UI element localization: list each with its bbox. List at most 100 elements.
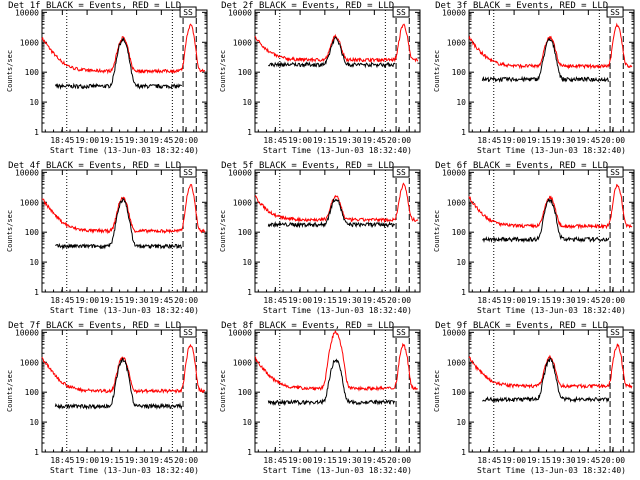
y-axis-label: Counts/sec	[219, 370, 227, 412]
y-tick-label: 1000	[20, 198, 39, 207]
y-tick-label: 10	[456, 418, 466, 427]
detector-panel-8: Det 8f BLACK = Events, RED = LLD 1 10 100 10…	[219, 321, 421, 475]
y-tick-label: 1000	[233, 198, 252, 207]
x-tick-label: 20:00	[174, 456, 198, 465]
events-series-line	[54, 357, 183, 411]
y-tick-label: 10	[456, 98, 466, 107]
y-tick-label: 10	[29, 418, 39, 427]
x-tick-label: 19:30	[551, 136, 575, 145]
ss-marker-label: SS	[610, 8, 620, 17]
ss-marker-label: SS	[397, 8, 407, 17]
y-tick-label: 1	[34, 128, 39, 137]
y-tick-label: 10	[456, 258, 466, 267]
panel-title: Det 8f BLACK = Events, RED = LLD	[221, 321, 394, 331]
panel-title: Det 1f BLACK = Events, RED = LLD	[8, 1, 181, 11]
panel-title: Det 3f BLACK = Events, RED = LLD	[435, 1, 608, 11]
y-tick-label: 100	[25, 68, 40, 77]
y-tick-label: 10000	[15, 168, 39, 177]
x-tick-label: 19:45	[576, 456, 600, 465]
y-tick-label: 10	[243, 98, 253, 107]
x-axis-label: Start Time (13-Jun-03 18:32:40)	[263, 306, 412, 315]
x-tick-label: 19:15	[526, 136, 550, 145]
x-axis-label: Start Time (13-Jun-03 18:32:40)	[263, 146, 412, 155]
x-tick-label: 19:30	[551, 456, 575, 465]
detector-panel-3: Det 3f BLACK = Events, RED = LLD 1 10 100 10…	[433, 1, 635, 155]
x-tick-label: 18:45	[477, 296, 501, 305]
y-tick-label: 100	[238, 228, 253, 237]
x-axis-label: Start Time (13-Jun-03 18:32:40)	[50, 146, 199, 155]
x-tick-label: 19:00	[502, 136, 526, 145]
lld-series-line	[254, 330, 419, 392]
x-tick-label: 19:45	[149, 296, 173, 305]
x-tick-label: 19:15	[526, 296, 550, 305]
events-series-line	[481, 198, 609, 244]
y-tick-label: 100	[238, 68, 253, 77]
plot-frame	[254, 9, 421, 133]
y-tick-label: 1	[248, 288, 253, 297]
y-tick-label: 1	[248, 128, 253, 137]
y-tick-label: 1000	[446, 358, 465, 367]
detector-panel-5: Det 5f BLACK = Events, RED = LLD 1 10 100 10…	[219, 161, 421, 315]
x-axis-label: Start Time (13-Jun-03 18:32:40)	[477, 146, 626, 155]
ss-marker-label: SS	[610, 168, 620, 177]
y-tick-label: 10	[29, 98, 39, 107]
y-tick-label: 100	[238, 388, 253, 397]
x-tick-label: 19:15	[313, 296, 337, 305]
y-axis-label: Counts/sec	[6, 370, 14, 412]
ss-marker-box	[179, 166, 197, 178]
x-tick-label: 19:00	[288, 456, 312, 465]
x-axis-label: Start Time (13-Jun-03 18:32:40)	[50, 466, 199, 475]
x-tick-label: 18:45	[50, 296, 74, 305]
x-tick-label: 19:30	[338, 456, 362, 465]
ss-marker-label: SS	[183, 328, 193, 337]
ss-marker-label: SS	[610, 328, 620, 337]
x-tick-label: 20:00	[174, 296, 198, 305]
y-tick-label: 1	[461, 288, 466, 297]
panel-title: Det 9f BLACK = Events, RED = LLD	[435, 321, 608, 331]
x-tick-label: 18:45	[477, 136, 501, 145]
x-tick-label: 19:45	[363, 456, 387, 465]
detector-panel-6: Det 6f BLACK = Events, RED = LLD 1 10 100 10…	[433, 161, 635, 315]
ss-marker-label: SS	[183, 168, 193, 177]
x-tick-label: 19:30	[125, 136, 149, 145]
x-tick-label: 18:45	[264, 136, 288, 145]
y-tick-label: 1000	[233, 358, 252, 367]
x-tick-label: 19:00	[75, 296, 99, 305]
events-series-line	[55, 197, 183, 251]
y-tick-label: 1000	[446, 38, 465, 47]
y-tick-label: 10	[243, 418, 253, 427]
x-tick-label: 19:15	[526, 456, 550, 465]
x-tick-label: 18:45	[50, 456, 74, 465]
x-axis-label: Start Time (13-Jun-03 18:32:40)	[477, 306, 626, 315]
ss-marker-label: SS	[397, 168, 407, 177]
y-tick-label: 1	[248, 448, 253, 457]
events-series-line	[268, 36, 396, 69]
y-tick-label: 10000	[228, 328, 252, 337]
x-tick-label: 19:15	[313, 136, 337, 145]
x-tick-label: 19:00	[288, 296, 312, 305]
x-tick-label: 20:00	[601, 136, 625, 145]
y-tick-label: 10000	[15, 328, 39, 337]
x-tick-label: 19:15	[100, 296, 124, 305]
y-axis-label: Counts/sec	[433, 370, 441, 412]
x-tick-label: 19:45	[363, 136, 387, 145]
events-series-line	[268, 198, 396, 229]
x-tick-label: 19:45	[149, 456, 173, 465]
ss-marker-box	[392, 6, 410, 18]
y-tick-label: 1000	[20, 38, 39, 47]
plot-frame	[254, 329, 421, 453]
ss-marker-box	[392, 326, 410, 338]
x-tick-label: 19:45	[149, 136, 173, 145]
y-tick-label: 100	[451, 388, 466, 397]
y-tick-label: 10000	[442, 8, 466, 17]
x-tick-label: 19:00	[288, 136, 312, 145]
x-tick-label: 19:45	[576, 136, 600, 145]
ss-marker-box	[179, 326, 197, 338]
panel-title: Det 6f BLACK = Events, RED = LLD	[435, 161, 608, 171]
y-axis-label: Counts/sec	[6, 50, 14, 92]
x-axis-label: Start Time (13-Jun-03 18:32:40)	[477, 466, 626, 475]
x-tick-label: 19:15	[313, 456, 337, 465]
x-tick-label: 19:15	[100, 136, 124, 145]
events-series-line	[481, 37, 609, 83]
